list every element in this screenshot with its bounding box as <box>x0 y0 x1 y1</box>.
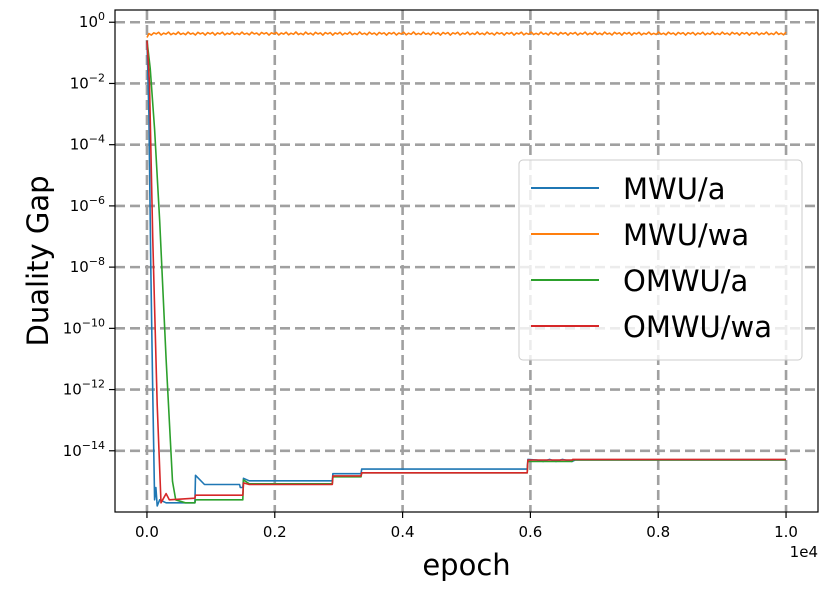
x-tick-label: 0.4 <box>391 523 415 541</box>
y-tick-label: 10−10 <box>63 316 105 337</box>
x-tick-label: 0.2 <box>263 523 287 541</box>
y-tick-label: 10−2 <box>70 71 105 92</box>
y-tick-label: 10−4 <box>70 133 105 154</box>
y-axis-label: Duality Gap <box>21 176 55 347</box>
series-line <box>146 40 786 504</box>
series-line <box>146 31 787 38</box>
x-tick-label: 0.8 <box>646 523 670 541</box>
legend: MWU/a MWU/wa OMWU/a OMWU/wa <box>518 159 803 361</box>
y-tick-label: 100 <box>79 10 105 31</box>
x-axis-label: epoch <box>422 548 510 582</box>
x-tick-label: 1.0 <box>774 523 798 541</box>
x-axis-ticks: 0.0 0.2 0.4 0.6 0.8 1.0 <box>135 512 798 541</box>
y-axis-ticks: 100 10−2 10−4 10−6 10−8 10−10 10−12 10−14 <box>63 10 115 460</box>
x-tick-label: 0.6 <box>518 523 542 541</box>
y-tick-label: 10−6 <box>70 194 105 215</box>
y-tick-label: 10−8 <box>70 255 105 276</box>
legend-label: OMWU/a <box>623 264 748 298</box>
y-tick-label: 10−14 <box>63 439 105 460</box>
legend-label: OMWU/wa <box>623 310 772 344</box>
plot-frame <box>114 9 819 513</box>
x-axis-offset-label: 1e4 <box>790 543 818 561</box>
series-lines <box>146 31 787 507</box>
legend-label: MWU/a <box>623 172 725 206</box>
y-tick-label: 10−12 <box>63 378 105 399</box>
legend-box <box>518 159 803 361</box>
legend-label: MWU/wa <box>623 218 749 252</box>
x-tick-label: 0.0 <box>135 523 159 541</box>
